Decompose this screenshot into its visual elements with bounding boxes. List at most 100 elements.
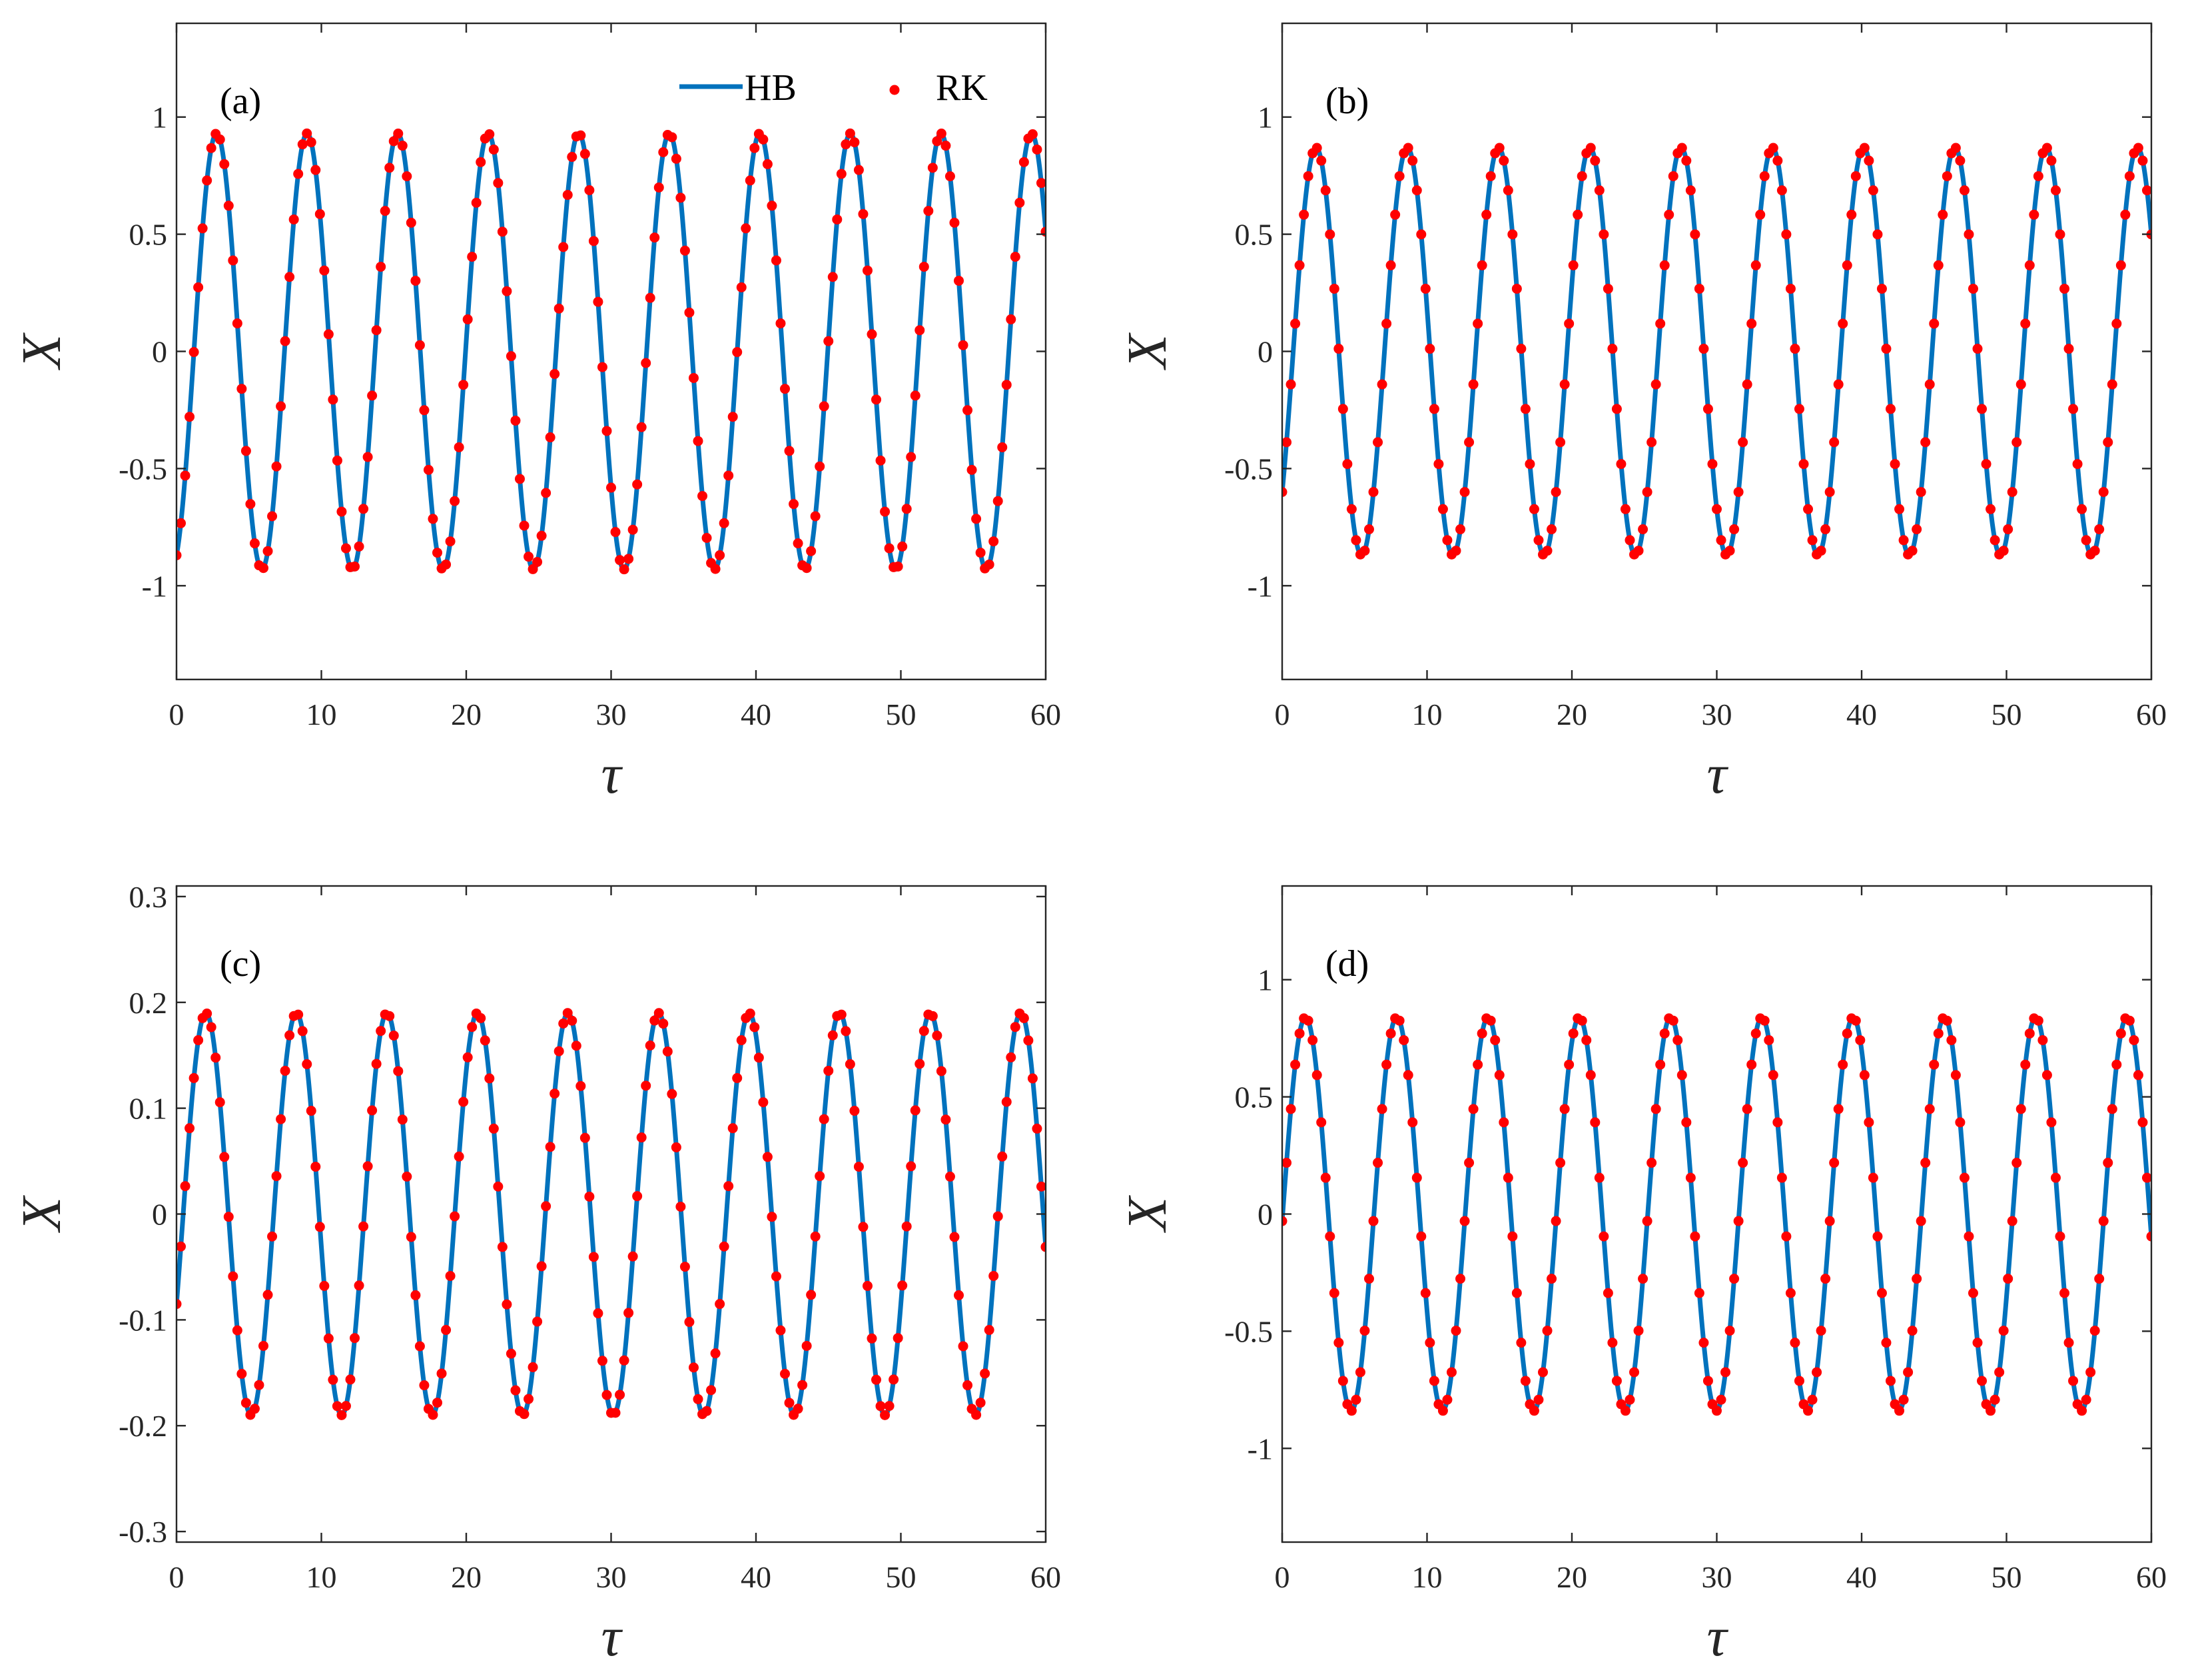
series-marker-rk [332,455,342,466]
series-marker-rk [767,1212,777,1222]
series-marker-rk [1346,1406,1357,1416]
series-marker-rk [1798,459,1809,470]
series-marker-rk [1359,546,1370,556]
series-marker-rk [1032,1123,1042,1134]
series-marker-rk [458,1096,469,1107]
series-marker-rk [1924,1104,1935,1114]
series-marker-rk [1473,318,1483,329]
series-marker-rk [949,1232,960,1242]
series-marker-rk [562,1008,573,1019]
series-marker-rk [1794,1376,1804,1386]
series-marker-rk [1333,344,1344,354]
series-marker-rk [450,496,460,506]
series-marker-rk [397,141,408,151]
series-marker-rk [710,1348,721,1359]
series-marker-rk [1451,1326,1461,1336]
series-marker-rk [2007,1216,2017,1226]
series-marker-rk [867,1333,877,1344]
series-marker-rk [1903,1367,1914,1378]
series-marker-rk [558,1019,569,1029]
series-marker-rk [615,555,625,566]
y-tick-label: 0 [152,1198,167,1232]
series-marker-rk [2133,1070,2143,1080]
series-marker-rk [2137,155,2148,166]
series-marker-rk [1816,1326,1826,1336]
series-marker-rk [762,1152,773,1162]
series-marker-rk [1520,404,1531,414]
series-marker-rk [436,1368,447,1379]
series-marker-rk [245,499,256,510]
series-marker-rk [1420,1288,1431,1298]
series-marker-rk [177,550,182,561]
series-marker-rk [2046,155,2057,166]
series-marker-rk [1959,185,1970,196]
series-marker-rk [258,563,268,574]
series-marker-rk [1755,209,1766,220]
y-tick-label: 0.5 [129,218,168,252]
series-marker-rk [480,1035,490,1046]
series-marker-rk [549,1088,560,1099]
y-tick-label: -0.3 [119,1515,167,1549]
x-axis-label: τ [601,1606,623,1668]
chart-panel-a: 0 10 20 30 40 50 60 -1 -0.5 0 0.5 1 τ X (a) HB RK [11,22,1061,805]
y-tick-label: 0.5 [1235,218,1274,252]
series-marker-rk [1950,143,1961,153]
series-marker-rk [1912,1274,1922,1284]
series-marker-rk [884,1401,895,1412]
series-marker-rk [1455,1274,1466,1284]
series-marker-rk [1290,318,1301,329]
x-tick-label: 50 [886,697,916,731]
x-tick-label: 0 [1275,697,1290,731]
series-marker-rk [893,1333,903,1344]
x-tick-label: 30 [596,697,627,731]
series-marker-rk [328,394,338,405]
series-marker-rk [532,1316,543,1327]
series-marker-rk [1807,535,1818,546]
series-marker-rk [997,1151,1008,1162]
series-marker-rk [1294,260,1305,270]
series-marker-rk [532,557,543,568]
series-marker-rk [775,318,786,328]
series-marker-rk [1320,185,1331,196]
series-marker-rk [845,128,855,139]
series-marker-rk [493,1181,504,1192]
series-marker-rk [1368,1216,1379,1226]
series-marker-rk [1451,546,1461,556]
series-marker-rk [1629,1367,1640,1378]
series-marker-rk [1724,1326,1735,1336]
series-marker-rk [745,1009,755,1019]
series-marker-rk [1772,1117,1783,1128]
series-marker-rk [1503,185,1513,196]
series-marker-rk [1881,344,1892,354]
series-marker-rk [388,136,399,147]
series-marker-rk [2020,318,2031,329]
series-marker-rk [1027,129,1038,140]
series-marker-rk [827,1030,838,1041]
series-marker-rk [853,165,864,175]
series-marker-rk [1403,143,1413,153]
series-marker-rk [1411,1172,1422,1183]
series-marker-rk [758,1097,769,1108]
x-tick-label: 60 [2136,1560,2167,1594]
series-marker-rk [2063,344,2074,354]
series-marker-rk [806,1290,817,1300]
series-marker-rk [393,1066,404,1076]
series-marker-rk [2037,1035,2048,1045]
y-tick-label: 0.1 [129,1092,168,1126]
series-marker-rk [715,1299,725,1310]
series-marker-rk [671,1142,681,1152]
series-marker-rk [1733,487,1744,498]
series-marker-rk [1946,1035,1957,1045]
series-marker-rk [636,1132,647,1143]
series-marker-rk [410,1290,421,1300]
series-marker-rk [1776,185,1787,196]
series-marker-rk [228,255,238,266]
series-marker-rk [880,1410,891,1420]
series-marker-rk [1977,1376,1988,1386]
series-marker-rk [1364,524,1374,535]
series-marker-rk [1551,487,1561,498]
series-marker-rk [1933,260,1944,270]
series-marker-rk [1672,1035,1683,1045]
series-marker-rk [988,536,999,547]
series-marker-rk [1603,283,1613,294]
